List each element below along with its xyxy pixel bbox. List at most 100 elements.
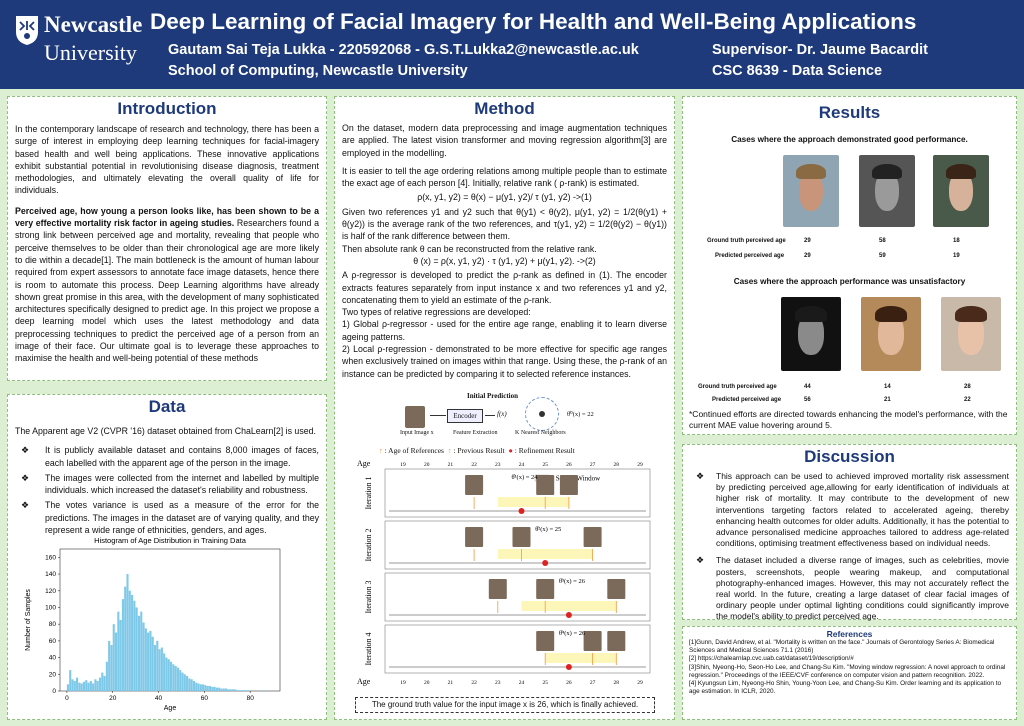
histogram-bar xyxy=(76,677,79,691)
histogram-bar xyxy=(190,679,193,691)
bottom-tick-label: 21 xyxy=(448,680,454,686)
knn-label: K Nearest Neighbors xyxy=(515,430,566,436)
histogram-bar xyxy=(234,689,237,691)
histogram-bar xyxy=(222,688,225,691)
method-paragraph-6: Two types of relative regressions are de… xyxy=(342,307,531,318)
top-tick-label: 29 xyxy=(637,462,643,468)
iteration-box xyxy=(384,468,651,518)
ref-marker-icon: ↑ xyxy=(379,446,383,455)
initial-estimate: θ̂⁰(x) = 22 xyxy=(567,411,594,418)
iteration-label: Iteration 1 xyxy=(364,476,373,509)
legend-refine-text: Refinement Result xyxy=(518,446,575,455)
reference-item: [3]Shin, Nyeong-Ho, Seon-Ho Lee, and Cha… xyxy=(689,663,1006,679)
moving-window-diagram: Initial Prediction Encoder f(x) θ̂⁰(x) =… xyxy=(355,392,655,692)
discussion-bullets: ❖ This approach can be used to achieved i… xyxy=(690,471,1009,623)
bottom-tick-label: 20 xyxy=(424,680,430,686)
histogram-bar xyxy=(94,679,97,691)
top-tick-label: 26 xyxy=(566,462,572,468)
bullet-icon: ❖ xyxy=(21,472,30,483)
histogram-bar xyxy=(174,665,177,691)
data-bullet-text: The images were collected from the inter… xyxy=(45,472,319,496)
histogram-bar xyxy=(238,690,241,691)
input-face-thumbnail xyxy=(405,406,425,428)
bottom-tick-label: 28 xyxy=(614,680,620,686)
bottom-tick-label: 29 xyxy=(637,680,643,686)
bad-case-face-2 xyxy=(861,297,921,371)
histogram-bar xyxy=(231,689,234,691)
iteration-estimate: θ̂³(x) = 26 xyxy=(559,578,586,585)
histogram-bar xyxy=(117,611,120,691)
histogram-bar xyxy=(213,686,216,691)
good-pred-1: 29 xyxy=(804,253,811,259)
top-tick-label: 28 xyxy=(614,462,620,468)
top-tick-label: 20 xyxy=(424,462,430,468)
fx-label: f(x) xyxy=(497,410,507,418)
refinement-result-marker xyxy=(518,508,525,514)
gt-label: Ground truth perceived age xyxy=(698,384,777,390)
bad-gt-1: 44 xyxy=(804,384,811,390)
good-gt-2: 58 xyxy=(879,238,886,244)
histogram-bar xyxy=(135,607,138,691)
data-bullets: ❖ It is publicly available dataset and co… xyxy=(15,444,319,536)
good-gt-1: 29 xyxy=(804,238,811,244)
histogram-bar xyxy=(176,667,179,691)
bad-gt-2: 14 xyxy=(884,384,891,390)
histogram-bar xyxy=(103,675,106,691)
histogram-bar xyxy=(87,682,90,691)
y-axis-label: Number of Samples xyxy=(25,589,32,651)
references-panel: References [1]Gunn, David Andrew, et al.… xyxy=(682,626,1017,720)
histogram-bar xyxy=(160,647,163,691)
histogram-bar xyxy=(128,590,131,691)
supervisor-line: Supervisor- Dr. Jaume Bacardit xyxy=(712,42,928,58)
iteration-label: Iteration 4 xyxy=(364,632,373,665)
histogram-bar xyxy=(206,685,209,691)
introduction-paragraph-2: Perceived age, how young a person looks … xyxy=(15,205,319,365)
histogram-bar xyxy=(186,675,189,691)
data-bullet-item: ❖ The images were collected from the inte… xyxy=(15,472,319,497)
good-pred-2: 59 xyxy=(879,253,886,259)
reference-face-thumbnail xyxy=(536,579,555,599)
method-paragraph-7: 1) Global ρ-regressor - used for the ent… xyxy=(342,319,667,342)
introduction-paragraph-1: In the contemporary landscape of researc… xyxy=(15,124,319,196)
histogram-bar xyxy=(220,688,223,691)
feature-extraction-label: Feature Extraction xyxy=(453,430,498,436)
histogram-bar xyxy=(108,640,111,691)
y-tick-label: 80 xyxy=(49,621,57,628)
gt-label: Ground truth perceived age xyxy=(707,238,786,244)
histogram-bar xyxy=(170,661,173,691)
iteration-estimate: θ̂¹(x) = 24 xyxy=(512,474,539,481)
y-tick-label: 60 xyxy=(49,638,57,645)
bullet-icon: ❖ xyxy=(21,445,30,456)
histogram-bar xyxy=(73,680,76,691)
histogram-bar xyxy=(211,686,214,691)
introduction-bold-text: Perceived age, how young a person looks … xyxy=(15,205,319,229)
histogram-bar xyxy=(165,657,168,691)
histogram-bar xyxy=(142,622,145,691)
chart-title: Histogram of Age Distribution in Trainin… xyxy=(94,536,247,545)
good-case-face-3 xyxy=(933,155,989,227)
diagram-title: Initial Prediction xyxy=(467,392,519,400)
y-tick-label: 160 xyxy=(45,554,56,561)
histogram-bar xyxy=(131,594,134,691)
data-bullet-text: It is publicly available dataset and con… xyxy=(45,445,319,468)
bad-cases-heading: Cases where the approach performance was… xyxy=(733,277,966,286)
histogram-bar xyxy=(110,645,113,691)
references-title: References xyxy=(826,629,873,639)
histogram-bar xyxy=(199,684,202,691)
histogram-bar xyxy=(78,682,81,691)
histogram-bar xyxy=(133,600,136,691)
bullet-icon: ❖ xyxy=(696,555,705,566)
x-tick-label: 60 xyxy=(201,695,209,702)
knn-cluster xyxy=(525,397,559,431)
top-tick-label: 27 xyxy=(590,462,596,468)
top-tick-label: 24 xyxy=(519,462,525,468)
search-window xyxy=(545,653,617,663)
method-paragraph-8: 2) Local ρ-regression - demonstrated to … xyxy=(342,344,667,379)
encoder-box: Encoder xyxy=(447,409,483,423)
histogram-bar xyxy=(105,661,108,691)
histogram-bar xyxy=(98,677,102,691)
logo-line-2: University xyxy=(44,40,137,65)
top-tick-label: 21 xyxy=(448,462,454,468)
bullet-icon: ❖ xyxy=(696,471,705,481)
equation-1: ρ(x, y1, y2) = θ(x) − μ(y1, y2)/ τ (y1, … xyxy=(417,192,592,203)
